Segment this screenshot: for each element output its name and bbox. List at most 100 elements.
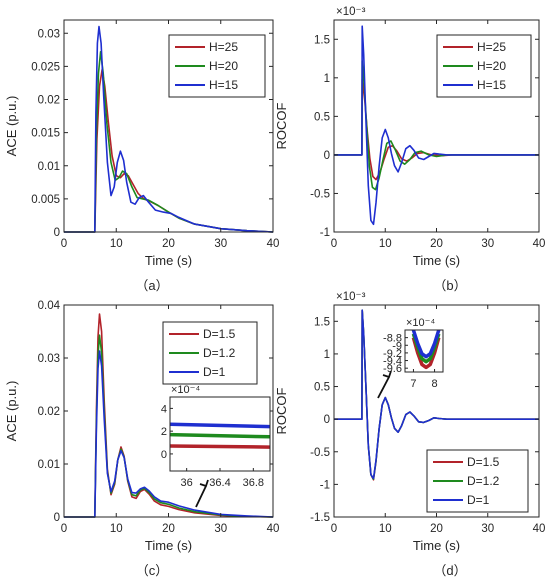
x-tick-label-a: 10 (110, 238, 123, 250)
x-tick-label-d: 40 (533, 523, 546, 535)
inset-series-line-d-1 (411, 337, 441, 370)
x-tick-label-d: 0 (331, 523, 337, 535)
legend-label-c-1: D=1.5 (203, 327, 236, 341)
legend-label-c-3: D=1 (203, 365, 226, 379)
y-tick-label-a: 0.025 (31, 61, 60, 73)
x-axis-label-b: Time (s) (413, 253, 460, 268)
inset-y-tick-label-d: -9.4 (383, 356, 402, 368)
legend-label-d-2: D=1.2 (467, 474, 500, 488)
x-tick-label-c: 20 (162, 523, 175, 535)
inset-exponent-label-d: ×10⁻⁴ (406, 317, 435, 329)
x-tick-label-c: 10 (110, 523, 123, 535)
x-tick-label-b: 0 (331, 238, 337, 250)
inset-y-tick-label-c: 0 (161, 449, 167, 461)
legend-a: H=25 H=20 H=15 (168, 34, 266, 98)
x-tick-label-d: 20 (430, 523, 443, 535)
plot-area-c (64, 313, 274, 518)
inset-c: 36 36.4 36.8 0 2 4 ×10⁻⁴ (161, 384, 271, 489)
y-tick-label-d: -1.5 (310, 512, 330, 524)
zoom-arrow-d (377, 370, 392, 399)
y-tick-label-c: 0.02 (38, 406, 60, 418)
inset-x-tick-label-c: 36 (181, 477, 193, 489)
chart-panel-d: 0 10 20 30 40 -1.5 -1 -0.5 0 0.5 1 1.5 Time (s) ROCOF… (274, 291, 545, 578)
y-tick-label-d: -0.5 (310, 447, 330, 459)
inset-series-line-d-3 (411, 329, 441, 359)
plot-area-b (334, 25, 539, 226)
y-tick-label-d: 0 (324, 414, 330, 426)
x-axis-label-c: Time (s) (145, 538, 192, 553)
x-tick-label-c: 40 (267, 523, 280, 535)
x-tick-label-c: 30 (214, 523, 227, 535)
y-axis-label-b: ROCOF (274, 102, 289, 149)
y-axis-label-c: ACE (p.u.) (4, 381, 19, 442)
x-axis-label-a: Time (s) (145, 253, 192, 268)
y-tick-label-c: 0.03 (38, 353, 60, 365)
chart-panel-b: 0 10 20 30 40 -1 -0.5 0 0.5 1 1.5 Time (s) ROCOF ×10⁻… (274, 6, 545, 293)
legend-label-d-3: D=1 (467, 493, 490, 507)
inset-box-d (404, 329, 444, 373)
y-tick-label-d: -1 (320, 479, 330, 491)
x-tick-label-a: 40 (267, 238, 280, 250)
y-tick-label-c: 0.01 (38, 459, 60, 471)
legend-label-b-2: H=20 (477, 59, 506, 73)
y-tick-label-a: 0.01 (38, 161, 60, 173)
inset-y-tick-label-d: -9 (392, 340, 402, 352)
legend-label-a-1: H=25 (209, 40, 238, 54)
plot-area-d (334, 309, 539, 481)
inset-series-line-c-2 (169, 432, 271, 439)
y-tick-label-a: 0.02 (38, 95, 60, 107)
x-tick-label-b: 10 (379, 238, 392, 250)
x-tick-label-b: 40 (533, 238, 546, 250)
y-tick-label-b: -1 (320, 227, 330, 239)
plot-area-a (64, 25, 274, 233)
inset-y-tick-label-d: -9.6 (383, 363, 402, 375)
legend-c: D=1.5 D=1.2 D=1 (162, 321, 258, 385)
y-tick-label-b: 1.5 (314, 34, 330, 46)
inset-y-tick-label-d: -8.8 (383, 333, 402, 345)
x-tick-label-c: 0 (61, 523, 67, 535)
y-axis-label-a: ACE (p.u.) (4, 96, 19, 157)
y-axis-label-d: ROCOF (274, 387, 289, 434)
legend-label-b-3: H=15 (477, 78, 506, 92)
panel-caption-c: （c） (136, 563, 169, 578)
series-line-d-3 (334, 309, 539, 480)
y-tick-label-a: 0 (54, 227, 60, 239)
y-tick-label-d: 1 (324, 349, 330, 361)
panel-caption-b: （b） (433, 278, 466, 293)
x-tick-label-a: 30 (214, 238, 227, 250)
legend-label-c-2: D=1.2 (203, 346, 236, 360)
inset-series-line-c-3 (169, 422, 271, 429)
series-line-c-3 (64, 350, 274, 518)
inset-y-tick-label-c: 2 (161, 426, 167, 438)
x-tick-label-a: 20 (162, 238, 175, 250)
y-tick-label-c: 0.04 (38, 300, 61, 312)
legend-label-a-2: H=20 (209, 59, 238, 73)
y-tick-label-b: 0.5 (314, 111, 330, 123)
x-tick-label-b: 20 (430, 238, 443, 250)
legend-label-a-3: H=15 (209, 78, 238, 92)
x-tick-label-d: 10 (379, 523, 392, 535)
inset-x-tick-label-d: 7 (410, 378, 416, 390)
x-axis-label-d: Time (s) (413, 538, 460, 553)
inset-series-line-c-1 (169, 444, 271, 449)
legend-d: D=1.5 D=1.2 D=1 (426, 449, 529, 513)
y-tick-label-d: 1.5 (314, 316, 330, 328)
x-tick-label-d: 30 (481, 523, 494, 535)
series-line-b-3 (334, 25, 539, 226)
zoom-arrows (195, 370, 392, 508)
y-tick-label-c: 0 (54, 512, 60, 524)
panel-caption-a: （a） (135, 278, 168, 293)
exponent-label-b: ×10⁻³ (336, 6, 366, 18)
y-tick-label-a: 0.015 (31, 128, 60, 140)
legend-label-b-1: H=25 (477, 40, 506, 54)
inset-x-tick-label-c: 36.8 (243, 477, 264, 489)
y-tick-label-b: -0.5 (310, 188, 330, 200)
legend-b: H=25 H=20 H=15 (436, 34, 532, 98)
series-line-a-3 (64, 25, 274, 233)
y-tick-label-d: 0.5 (314, 382, 330, 394)
legend-label-d-1: D=1.5 (467, 455, 500, 469)
zoom-arrow-c (195, 479, 209, 508)
inset-exponent-label-c: ×10⁻⁴ (171, 384, 200, 396)
